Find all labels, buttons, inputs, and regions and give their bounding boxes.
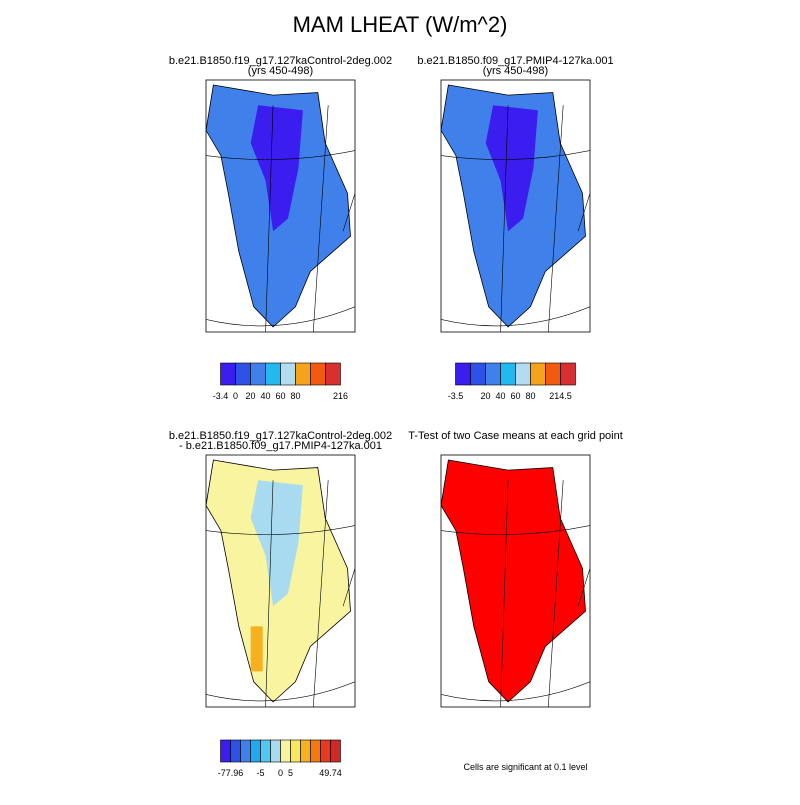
colorbar-label: -3.4 <box>213 391 229 401</box>
colorbar-box <box>330 739 341 763</box>
colorbar-box <box>320 739 331 763</box>
panel-title: T-Test of two Case means at each grid po… <box>408 430 623 442</box>
colorbar-box <box>500 362 516 386</box>
latitude-line <box>441 150 590 160</box>
colorbar-box <box>235 362 251 386</box>
field-patch <box>485 105 538 232</box>
colorbar-box <box>290 739 301 763</box>
meridian-line <box>312 105 329 332</box>
figure-title: MAM LHEAT (W/m^2) <box>293 12 508 37</box>
colorbar-box <box>310 739 321 763</box>
colorbar-box <box>455 362 471 386</box>
meridian-line <box>265 105 274 332</box>
latitude-line <box>441 306 590 327</box>
colorbar-box <box>240 739 251 763</box>
colorbar-box <box>260 739 271 763</box>
colorbar-box <box>220 362 236 386</box>
meridian-line <box>500 105 509 332</box>
colorbar-label: 49.74 <box>319 768 342 778</box>
map-content <box>441 459 590 707</box>
colorbar-label: -77.96 <box>218 768 244 778</box>
colorbar-label: 5 <box>288 768 293 778</box>
field-patch <box>485 480 538 607</box>
map-frame <box>440 79 591 333</box>
map-content <box>206 84 355 332</box>
colorbar-box <box>265 362 281 386</box>
colorbar-label: 20 <box>245 391 255 401</box>
latitude-line <box>441 681 590 702</box>
map-panel <box>205 79 356 333</box>
colorbar-box <box>300 739 311 763</box>
field-patch <box>250 105 303 232</box>
map-panel <box>440 79 591 333</box>
colorbar-box <box>310 362 326 386</box>
meridian-line <box>577 568 590 607</box>
colorbar-box <box>250 362 266 386</box>
meridian-line <box>500 480 509 707</box>
colorbar-box <box>515 362 531 386</box>
panel-title: (yrs 450-498) <box>248 65 313 77</box>
colorbar-box <box>250 739 261 763</box>
latitude-line <box>206 150 355 160</box>
colorbar-box <box>220 739 231 763</box>
map-frame <box>205 454 356 708</box>
map-content <box>206 459 355 707</box>
meridian-line <box>312 480 329 707</box>
meridian-line <box>265 480 274 707</box>
map-frame <box>440 454 591 708</box>
panel-title: b.e21.B1850.f19_g17.127kaControl-2deg.00… <box>169 55 392 67</box>
colorbar-box <box>295 362 311 386</box>
map-frame <box>205 79 356 333</box>
field-patch <box>250 480 303 607</box>
colorbar-label: 60 <box>510 391 520 401</box>
colorbar-label: 60 <box>275 391 285 401</box>
latitude-line <box>206 681 355 702</box>
colorbar-label: 40 <box>495 391 505 401</box>
colorbar-label: -5 <box>256 768 264 778</box>
colorbar-box <box>470 362 486 386</box>
latitude-line <box>441 525 590 535</box>
colorbar-box <box>325 362 341 386</box>
colorbar-box <box>485 362 501 386</box>
colorbar-label: 214.5 <box>549 391 572 401</box>
colorbar-label: 216 <box>333 391 348 401</box>
panel-title: - b.e21.B1850.f09_g17.PMIP4-127ka.001 <box>179 440 382 452</box>
colorbar-box <box>545 362 561 386</box>
panel-title: b.e21.B1850.f19_g17.127kaControl-2deg.00… <box>169 430 392 442</box>
colorbar-box <box>230 739 241 763</box>
meridian-line <box>577 193 590 232</box>
colorbar-label: 80 <box>290 391 300 401</box>
colorbar-label: 40 <box>260 391 270 401</box>
map-panel <box>205 454 356 708</box>
colorbar-box <box>280 362 296 386</box>
meridian-line <box>342 193 355 232</box>
colorbar-label: -3.5 <box>448 391 464 401</box>
map-content <box>441 84 590 332</box>
colorbar-label: 80 <box>525 391 535 401</box>
colorbar-label: 0 <box>233 391 238 401</box>
panel-title: (yrs 450-498) <box>483 65 548 77</box>
colorbar-box <box>280 739 291 763</box>
colorbar-box <box>560 362 576 386</box>
panel-title: b.e21.B1850.f09_g17.PMIP4-127ka.001 <box>417 55 613 67</box>
colorbar-label: 0 <box>278 768 283 778</box>
meridian-line <box>547 480 564 707</box>
colorbar-label: 20 <box>480 391 490 401</box>
meridian-line <box>342 568 355 607</box>
colorbar-box <box>530 362 546 386</box>
panel-note: Cells are significant at 0.1 level <box>463 762 587 772</box>
field-patch <box>250 626 263 672</box>
meridian-line <box>547 105 564 332</box>
latitude-line <box>206 306 355 327</box>
latitude-line <box>206 525 355 535</box>
colorbar-box <box>270 739 281 763</box>
map-panel <box>440 454 591 708</box>
